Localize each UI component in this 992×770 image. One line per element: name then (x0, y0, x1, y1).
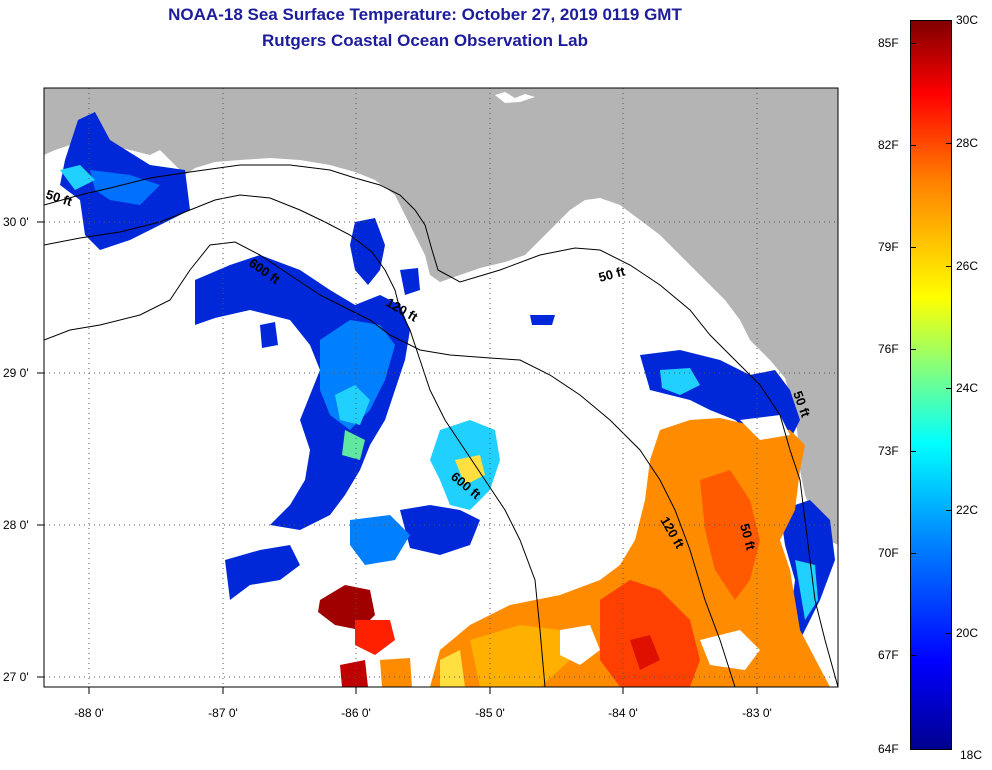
contour-label: 50 ft (597, 263, 627, 285)
colorbar-f-label: 64F (878, 742, 899, 756)
colorbar-c-label: 26C (956, 259, 979, 273)
x-axis-label: -88 0' (74, 706, 104, 720)
colorbar-f-label: 73F (878, 444, 899, 458)
colorbar-f-label: 67F (878, 648, 899, 662)
x-axis-label: -84 0' (608, 706, 638, 720)
land-mass (44, 88, 838, 545)
map-title: NOAA-18 Sea Surface Temperature: October… (168, 5, 682, 24)
lake-water (495, 92, 535, 103)
colorbar-tick (910, 451, 916, 452)
colorbar-c-label: 22C (956, 503, 979, 517)
bathymetry-contours (44, 164, 838, 687)
colorbar-tick (946, 143, 952, 144)
colorbar-f-label: 76F (878, 342, 899, 356)
contour-label: 50 ft (737, 522, 759, 552)
colorbar-f-label: 82F (878, 138, 899, 152)
colorbar-f-label: 79F (878, 240, 899, 254)
colorbar-f-label: 70F (878, 546, 899, 560)
colorbar-c-label: 30C (956, 13, 979, 27)
colorbar-tick (946, 388, 952, 389)
map-subtitle: Rutgers Coastal Ocean Observation Lab (262, 31, 588, 50)
colorbar-tick (910, 247, 916, 248)
colorbar-tick (946, 510, 952, 511)
colorbar-f-label: 85F (878, 36, 899, 50)
colorbar-tick (946, 633, 952, 634)
colorbar-c-label: 24C (956, 381, 979, 395)
colorbar-tick (910, 145, 916, 146)
x-axis-label: -83 0' (742, 706, 772, 720)
colorbar-tick (910, 349, 916, 350)
colorbar-c-label: 28C (956, 136, 979, 150)
x-axis-label: -87 0' (208, 706, 238, 720)
colorbar-tick (946, 266, 952, 267)
colorbar-c-label: 18C (960, 748, 983, 762)
y-axis-label: 27 0' (3, 670, 29, 684)
y-axis-label: 30 0' (3, 215, 29, 229)
x-axis-label: -86 0' (341, 706, 371, 720)
colorbar-tick (910, 43, 916, 44)
axis-ticks (37, 221, 758, 694)
temperature-colorbar (910, 20, 952, 750)
x-axis-label: -85 0' (475, 706, 505, 720)
colorbar-tick (910, 655, 916, 656)
y-axis-label: 29 0' (3, 366, 29, 380)
colorbar-tick (910, 553, 916, 554)
y-axis-label: 28 0' (3, 518, 29, 532)
colorbar-c-label: 20C (956, 626, 979, 640)
map-border (43, 87, 839, 688)
